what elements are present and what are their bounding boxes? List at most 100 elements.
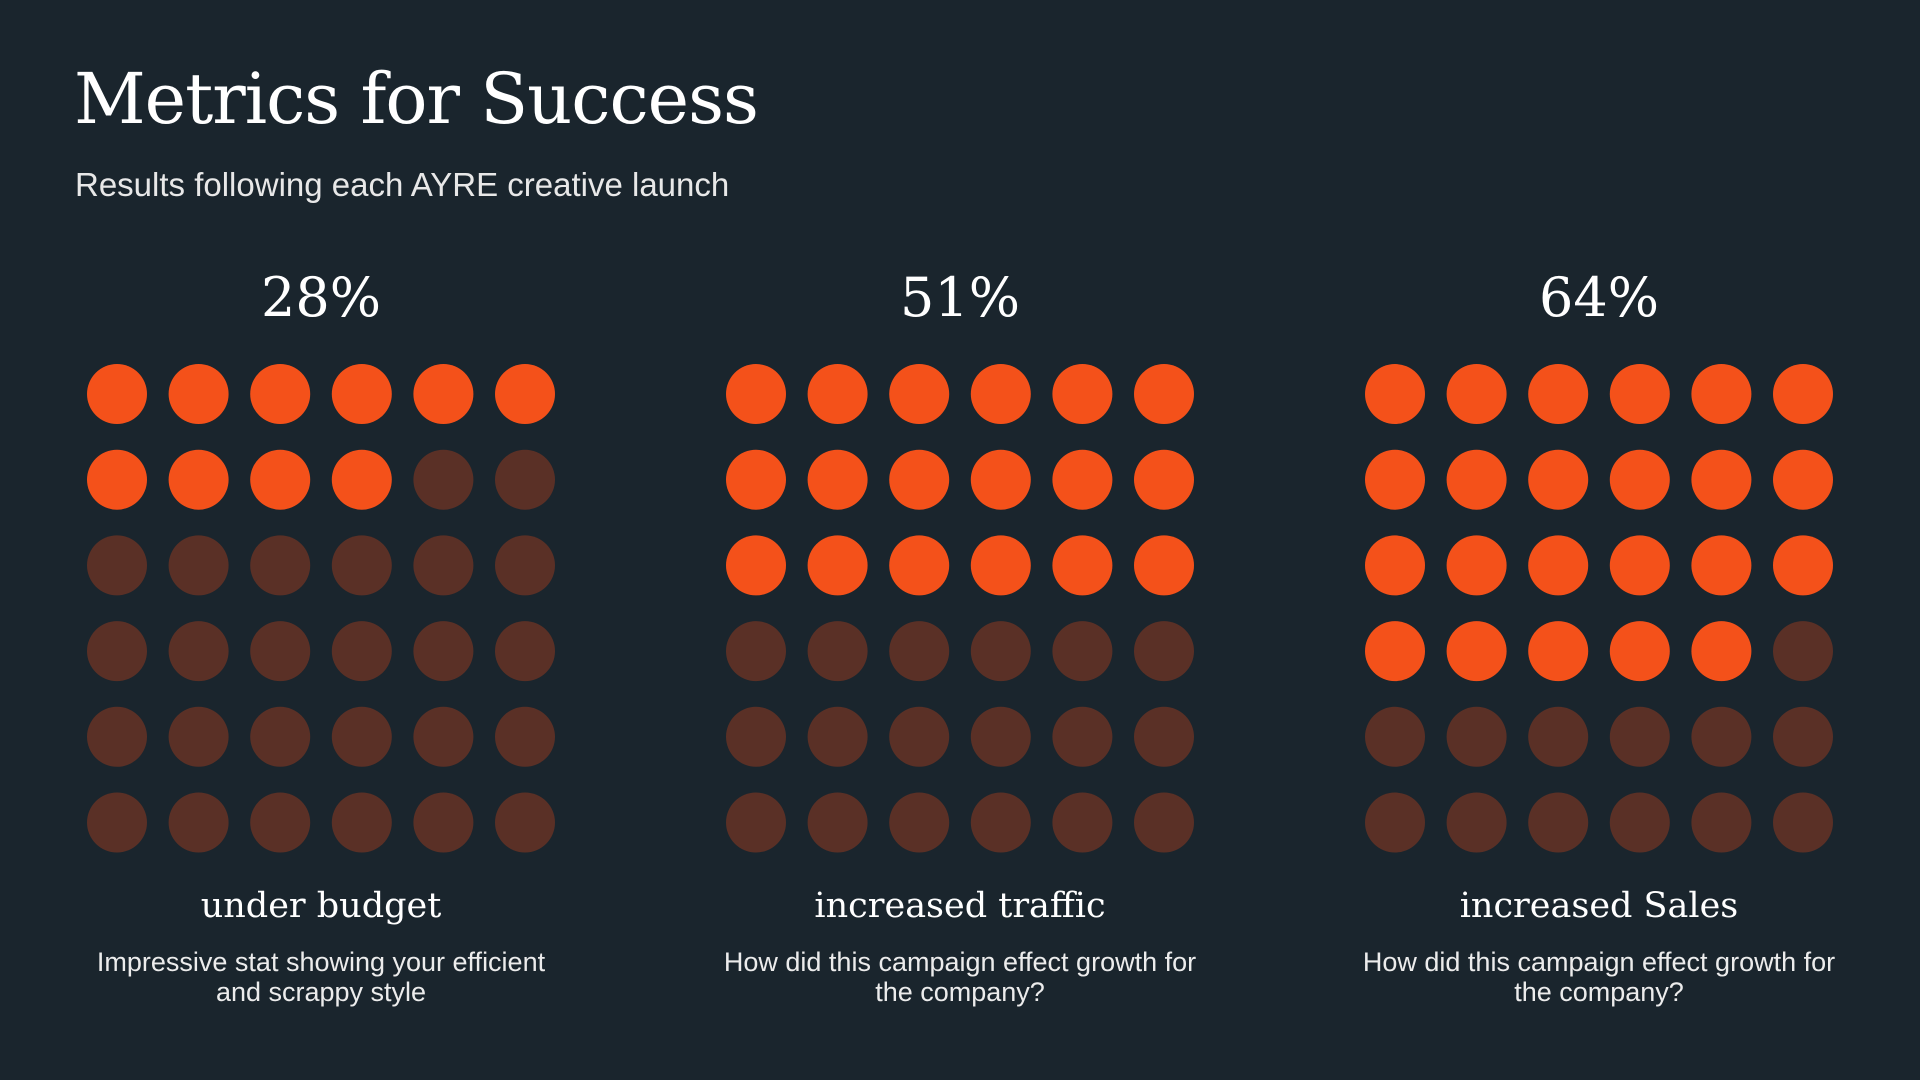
empty-dot — [1134, 621, 1194, 682]
empty-dot — [726, 621, 786, 682]
empty-dot — [495, 449, 555, 510]
empty-dot — [1773, 792, 1833, 853]
filled-dot — [1691, 449, 1752, 510]
empty-dot — [970, 621, 1031, 682]
filled-dot — [1365, 449, 1425, 510]
empty-dot — [495, 792, 555, 853]
empty-dot — [87, 535, 147, 596]
empty-dot — [413, 792, 474, 853]
filled-dot — [1609, 535, 1670, 596]
empty-dot — [1609, 706, 1670, 767]
empty-dot — [250, 706, 311, 767]
filled-dot — [1691, 535, 1752, 596]
title: Metrics for Success — [74, 58, 759, 140]
empty-dot — [331, 621, 392, 682]
filled-dot — [889, 535, 950, 596]
filled-dot — [1528, 364, 1589, 424]
filled-dot — [87, 449, 147, 510]
empty-dot — [168, 792, 229, 853]
subtitle: Results following each AYRE creative lau… — [75, 166, 730, 203]
filled-dot — [1773, 364, 1833, 424]
empty-dot — [889, 621, 950, 682]
filled-dot — [1773, 449, 1833, 510]
empty-dot — [1691, 792, 1752, 853]
filled-dot — [250, 449, 311, 510]
filled-dot — [1134, 449, 1194, 510]
empty-dot — [168, 621, 229, 682]
filled-dot — [807, 535, 868, 596]
empty-dot — [889, 792, 950, 853]
filled-dot — [970, 535, 1031, 596]
empty-dot — [1052, 792, 1113, 853]
empty-dot — [413, 706, 474, 767]
empty-dot — [726, 792, 786, 853]
empty-dot — [1052, 706, 1113, 767]
empty-dot — [1691, 706, 1752, 767]
empty-dot — [807, 706, 868, 767]
empty-dot — [250, 535, 311, 596]
empty-dot — [331, 792, 392, 853]
empty-dot — [168, 706, 229, 767]
value-label: 51% — [899, 266, 1021, 329]
empty-dot — [1773, 621, 1833, 682]
filled-dot — [970, 449, 1031, 510]
empty-dot — [331, 706, 392, 767]
empty-dot — [1365, 792, 1425, 853]
empty-dot — [495, 706, 555, 767]
empty-dot — [1052, 621, 1113, 682]
filled-dot — [1134, 364, 1194, 424]
empty-dot — [1773, 706, 1833, 767]
metric-label: increased traffic — [814, 886, 1106, 926]
empty-dot — [970, 706, 1031, 767]
filled-dot — [1052, 535, 1113, 596]
filled-dot — [1528, 535, 1589, 596]
empty-dot — [250, 621, 311, 682]
filled-dot — [970, 364, 1031, 424]
empty-dot — [495, 535, 555, 596]
filled-dot — [1365, 364, 1425, 424]
empty-dot — [1134, 792, 1194, 853]
filled-dot — [1691, 621, 1752, 682]
empty-dot — [1528, 706, 1589, 767]
empty-dot — [413, 621, 474, 682]
empty-dot — [889, 706, 950, 767]
empty-dot — [413, 449, 474, 510]
filled-dot — [168, 449, 229, 510]
filled-dot — [1528, 621, 1589, 682]
filled-dot — [1446, 535, 1507, 596]
filled-dot — [1134, 535, 1194, 596]
filled-dot — [495, 364, 555, 424]
filled-dot — [889, 449, 950, 510]
filled-dot — [1691, 364, 1752, 424]
filled-dot — [1446, 364, 1507, 424]
empty-dot — [807, 621, 868, 682]
filled-dot — [1609, 621, 1670, 682]
empty-dot — [1365, 706, 1425, 767]
filled-dot — [413, 364, 474, 424]
empty-dot — [1528, 792, 1589, 853]
filled-dot — [1365, 621, 1425, 682]
empty-dot — [1609, 792, 1670, 853]
filled-dot — [889, 364, 950, 424]
filled-dot — [1365, 535, 1425, 596]
empty-dot — [807, 792, 868, 853]
filled-dot — [726, 364, 786, 424]
filled-dot — [807, 364, 868, 424]
empty-dot — [87, 792, 147, 853]
empty-dot — [250, 792, 311, 853]
metric-label: increased Sales — [1459, 886, 1739, 926]
filled-dot — [726, 535, 786, 596]
empty-dot — [970, 792, 1031, 853]
filled-dot — [1052, 364, 1113, 424]
empty-dot — [168, 535, 229, 596]
empty-dot — [1446, 706, 1507, 767]
metric-description: How did this campaign effect growth for … — [723, 947, 1197, 1007]
metric-description: Impressive stat showing your efficient a… — [96, 947, 546, 1007]
filled-dot — [168, 364, 229, 424]
filled-dot — [250, 364, 311, 424]
filled-dot — [1773, 535, 1833, 596]
filled-dot — [1446, 449, 1507, 510]
empty-dot — [1134, 706, 1194, 767]
filled-dot — [726, 449, 786, 510]
empty-dot — [413, 535, 474, 596]
